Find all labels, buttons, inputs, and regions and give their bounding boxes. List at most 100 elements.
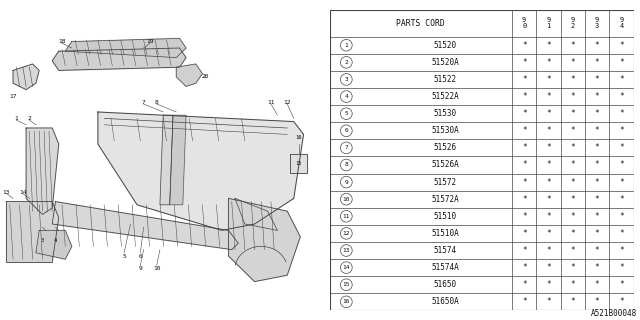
Text: *: *	[595, 263, 600, 272]
Text: 51526A: 51526A	[431, 161, 459, 170]
Text: A521B00048: A521B00048	[591, 309, 637, 318]
Text: 51522A: 51522A	[431, 92, 459, 101]
Text: *: *	[546, 92, 551, 101]
Text: 11: 11	[342, 214, 350, 219]
Text: *: *	[546, 229, 551, 238]
Text: *: *	[619, 109, 624, 118]
Text: 51510: 51510	[433, 212, 457, 221]
Text: 4: 4	[54, 237, 57, 243]
Text: *: *	[522, 109, 527, 118]
Text: 6: 6	[138, 253, 142, 259]
Text: *: *	[522, 280, 527, 289]
Text: 11: 11	[267, 100, 275, 105]
Text: *: *	[595, 58, 600, 67]
Polygon shape	[52, 48, 186, 70]
Text: *: *	[619, 246, 624, 255]
Text: 1: 1	[344, 43, 348, 48]
Text: 7: 7	[141, 100, 145, 105]
Text: *: *	[522, 41, 527, 50]
Text: *: *	[619, 58, 624, 67]
Polygon shape	[52, 202, 238, 250]
Text: 9
0: 9 0	[522, 17, 526, 29]
Text: 14: 14	[342, 265, 350, 270]
Polygon shape	[160, 115, 173, 205]
Text: 2: 2	[28, 116, 31, 121]
Text: 18: 18	[58, 39, 66, 44]
Text: 15: 15	[342, 282, 350, 287]
Text: *: *	[619, 143, 624, 152]
Text: *: *	[619, 195, 624, 204]
Polygon shape	[291, 154, 307, 173]
Text: *: *	[595, 126, 600, 135]
Text: *: *	[595, 195, 600, 204]
Text: *: *	[522, 297, 527, 306]
Text: *: *	[546, 246, 551, 255]
Text: *: *	[570, 229, 575, 238]
Text: *: *	[570, 263, 575, 272]
Text: *: *	[522, 246, 527, 255]
Text: *: *	[595, 229, 600, 238]
Text: 13: 13	[3, 189, 10, 195]
Polygon shape	[170, 115, 186, 205]
Text: *: *	[546, 212, 551, 221]
Polygon shape	[235, 198, 278, 230]
Text: 16: 16	[296, 135, 302, 140]
Text: 3: 3	[41, 237, 44, 243]
Text: *: *	[570, 212, 575, 221]
Text: *: *	[570, 297, 575, 306]
Text: 7: 7	[344, 145, 348, 150]
Text: *: *	[522, 58, 527, 67]
Text: 10: 10	[153, 266, 161, 271]
Text: 51520: 51520	[433, 41, 457, 50]
Text: *: *	[619, 229, 624, 238]
Text: 9: 9	[344, 180, 348, 185]
Text: *: *	[522, 92, 527, 101]
Text: 51572A: 51572A	[431, 195, 459, 204]
Text: *: *	[570, 246, 575, 255]
Text: 12: 12	[342, 231, 350, 236]
Text: *: *	[595, 143, 600, 152]
Text: *: *	[546, 41, 551, 50]
Text: 9
2: 9 2	[571, 17, 575, 29]
Text: *: *	[546, 195, 551, 204]
Text: *: *	[546, 297, 551, 306]
Text: *: *	[522, 126, 527, 135]
Text: *: *	[570, 58, 575, 67]
Text: *: *	[595, 297, 600, 306]
Text: 5: 5	[122, 253, 126, 259]
Text: 2: 2	[344, 60, 348, 65]
Text: 9: 9	[138, 266, 142, 271]
Text: *: *	[546, 280, 551, 289]
Text: 51650: 51650	[433, 280, 457, 289]
Text: 20: 20	[202, 74, 209, 79]
Text: *: *	[595, 246, 600, 255]
Text: 9
1: 9 1	[547, 17, 550, 29]
Text: 12: 12	[284, 100, 291, 105]
Text: *: *	[546, 109, 551, 118]
Text: 51530A: 51530A	[431, 126, 459, 135]
Text: 5: 5	[344, 111, 348, 116]
Text: *: *	[619, 297, 624, 306]
Text: *: *	[570, 75, 575, 84]
Text: 13: 13	[342, 248, 350, 253]
Text: *: *	[595, 92, 600, 101]
Text: 51522: 51522	[433, 75, 457, 84]
Text: *: *	[619, 126, 624, 135]
Text: *: *	[546, 58, 551, 67]
Text: *: *	[595, 75, 600, 84]
Polygon shape	[36, 230, 72, 259]
Polygon shape	[228, 198, 300, 282]
Text: *: *	[570, 280, 575, 289]
Text: 51572: 51572	[433, 178, 457, 187]
Polygon shape	[6, 202, 59, 262]
Text: 3: 3	[344, 77, 348, 82]
Text: *: *	[522, 195, 527, 204]
Polygon shape	[26, 128, 59, 214]
Text: 15: 15	[296, 161, 302, 166]
Text: *: *	[546, 263, 551, 272]
Text: *: *	[619, 41, 624, 50]
Text: *: *	[522, 161, 527, 170]
Text: *: *	[619, 75, 624, 84]
Text: 16: 16	[342, 299, 350, 304]
Text: *: *	[570, 161, 575, 170]
